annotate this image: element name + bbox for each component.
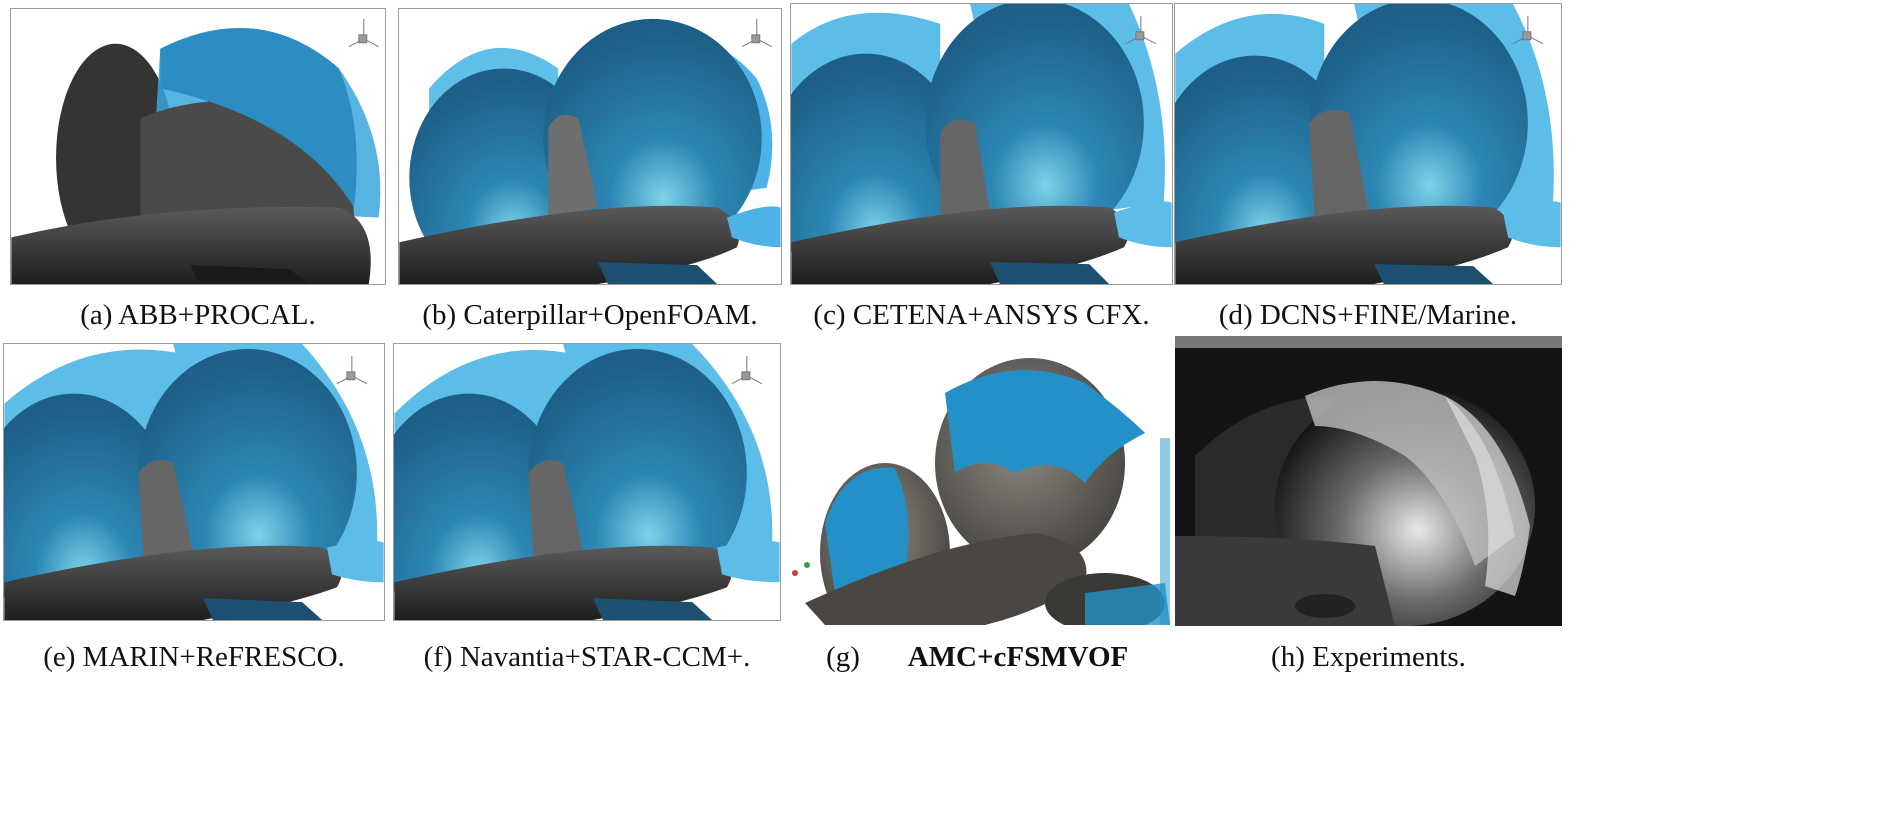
caption-g-label: (g) <box>826 641 860 673</box>
panel-c-image <box>790 3 1173 285</box>
panel-d-image <box>1174 3 1562 285</box>
panel-h-photo <box>1175 336 1562 626</box>
axis-triad-icon <box>1512 15 1543 45</box>
caption-e: (e) MARIN+ReFRESCO. <box>43 641 345 673</box>
panel-a-image <box>10 8 386 285</box>
axis-triad-icon <box>336 355 367 385</box>
panel-b-image <box>398 8 782 285</box>
axis-triad-icon <box>1125 15 1156 45</box>
caption-a: (a) ABB+PROCAL. <box>80 299 316 331</box>
panel-f-image <box>393 343 781 621</box>
caption-d: (d) DCNS+FINE/Marine. <box>1218 299 1518 331</box>
axis-triad-icon <box>348 18 379 48</box>
caption-f: (f) Navantia+STAR-CCM+. <box>423 641 751 673</box>
caption-b: (b) Caterpillar+OpenFOAM. <box>422 299 758 331</box>
caption-g-method: AMC+cFSMVOF <box>907 641 1129 673</box>
panel-e-image <box>3 343 385 621</box>
axis-triad-icon <box>731 355 762 385</box>
caption-h: (h) Experiments. <box>1271 641 1466 673</box>
axis-triad-icon <box>741 18 772 48</box>
caption-c: (c) CETENA+ANSYS CFX. <box>813 299 1150 331</box>
panel-g-image <box>785 343 1170 625</box>
